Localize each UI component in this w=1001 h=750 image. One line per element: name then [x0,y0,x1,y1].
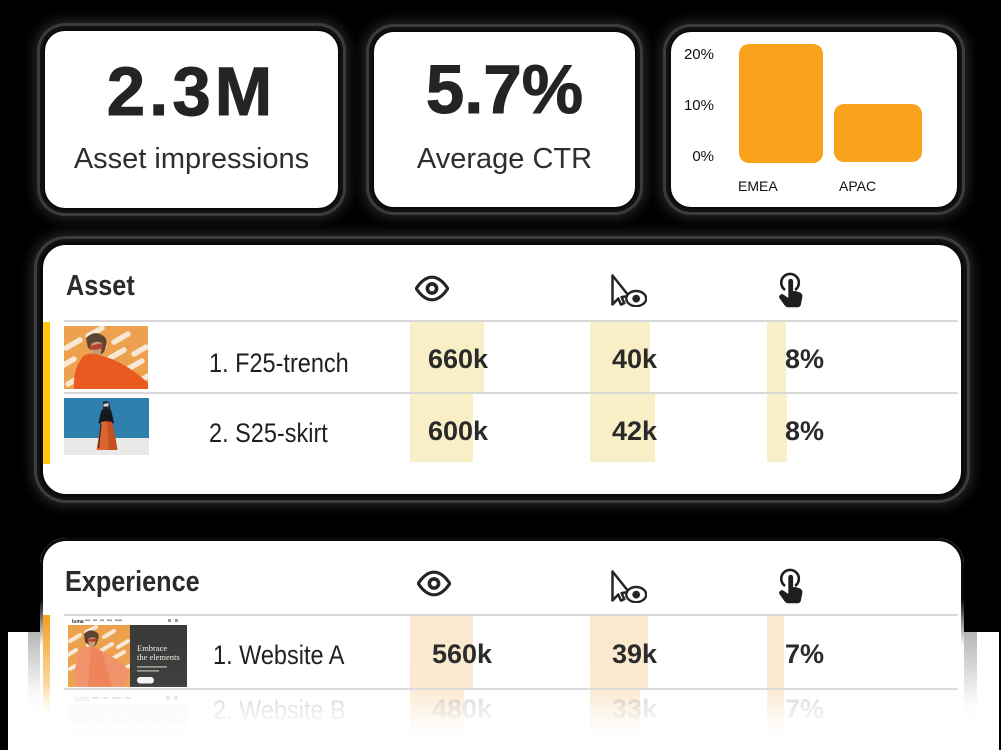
svg-text:luma: luma [72,619,84,625]
